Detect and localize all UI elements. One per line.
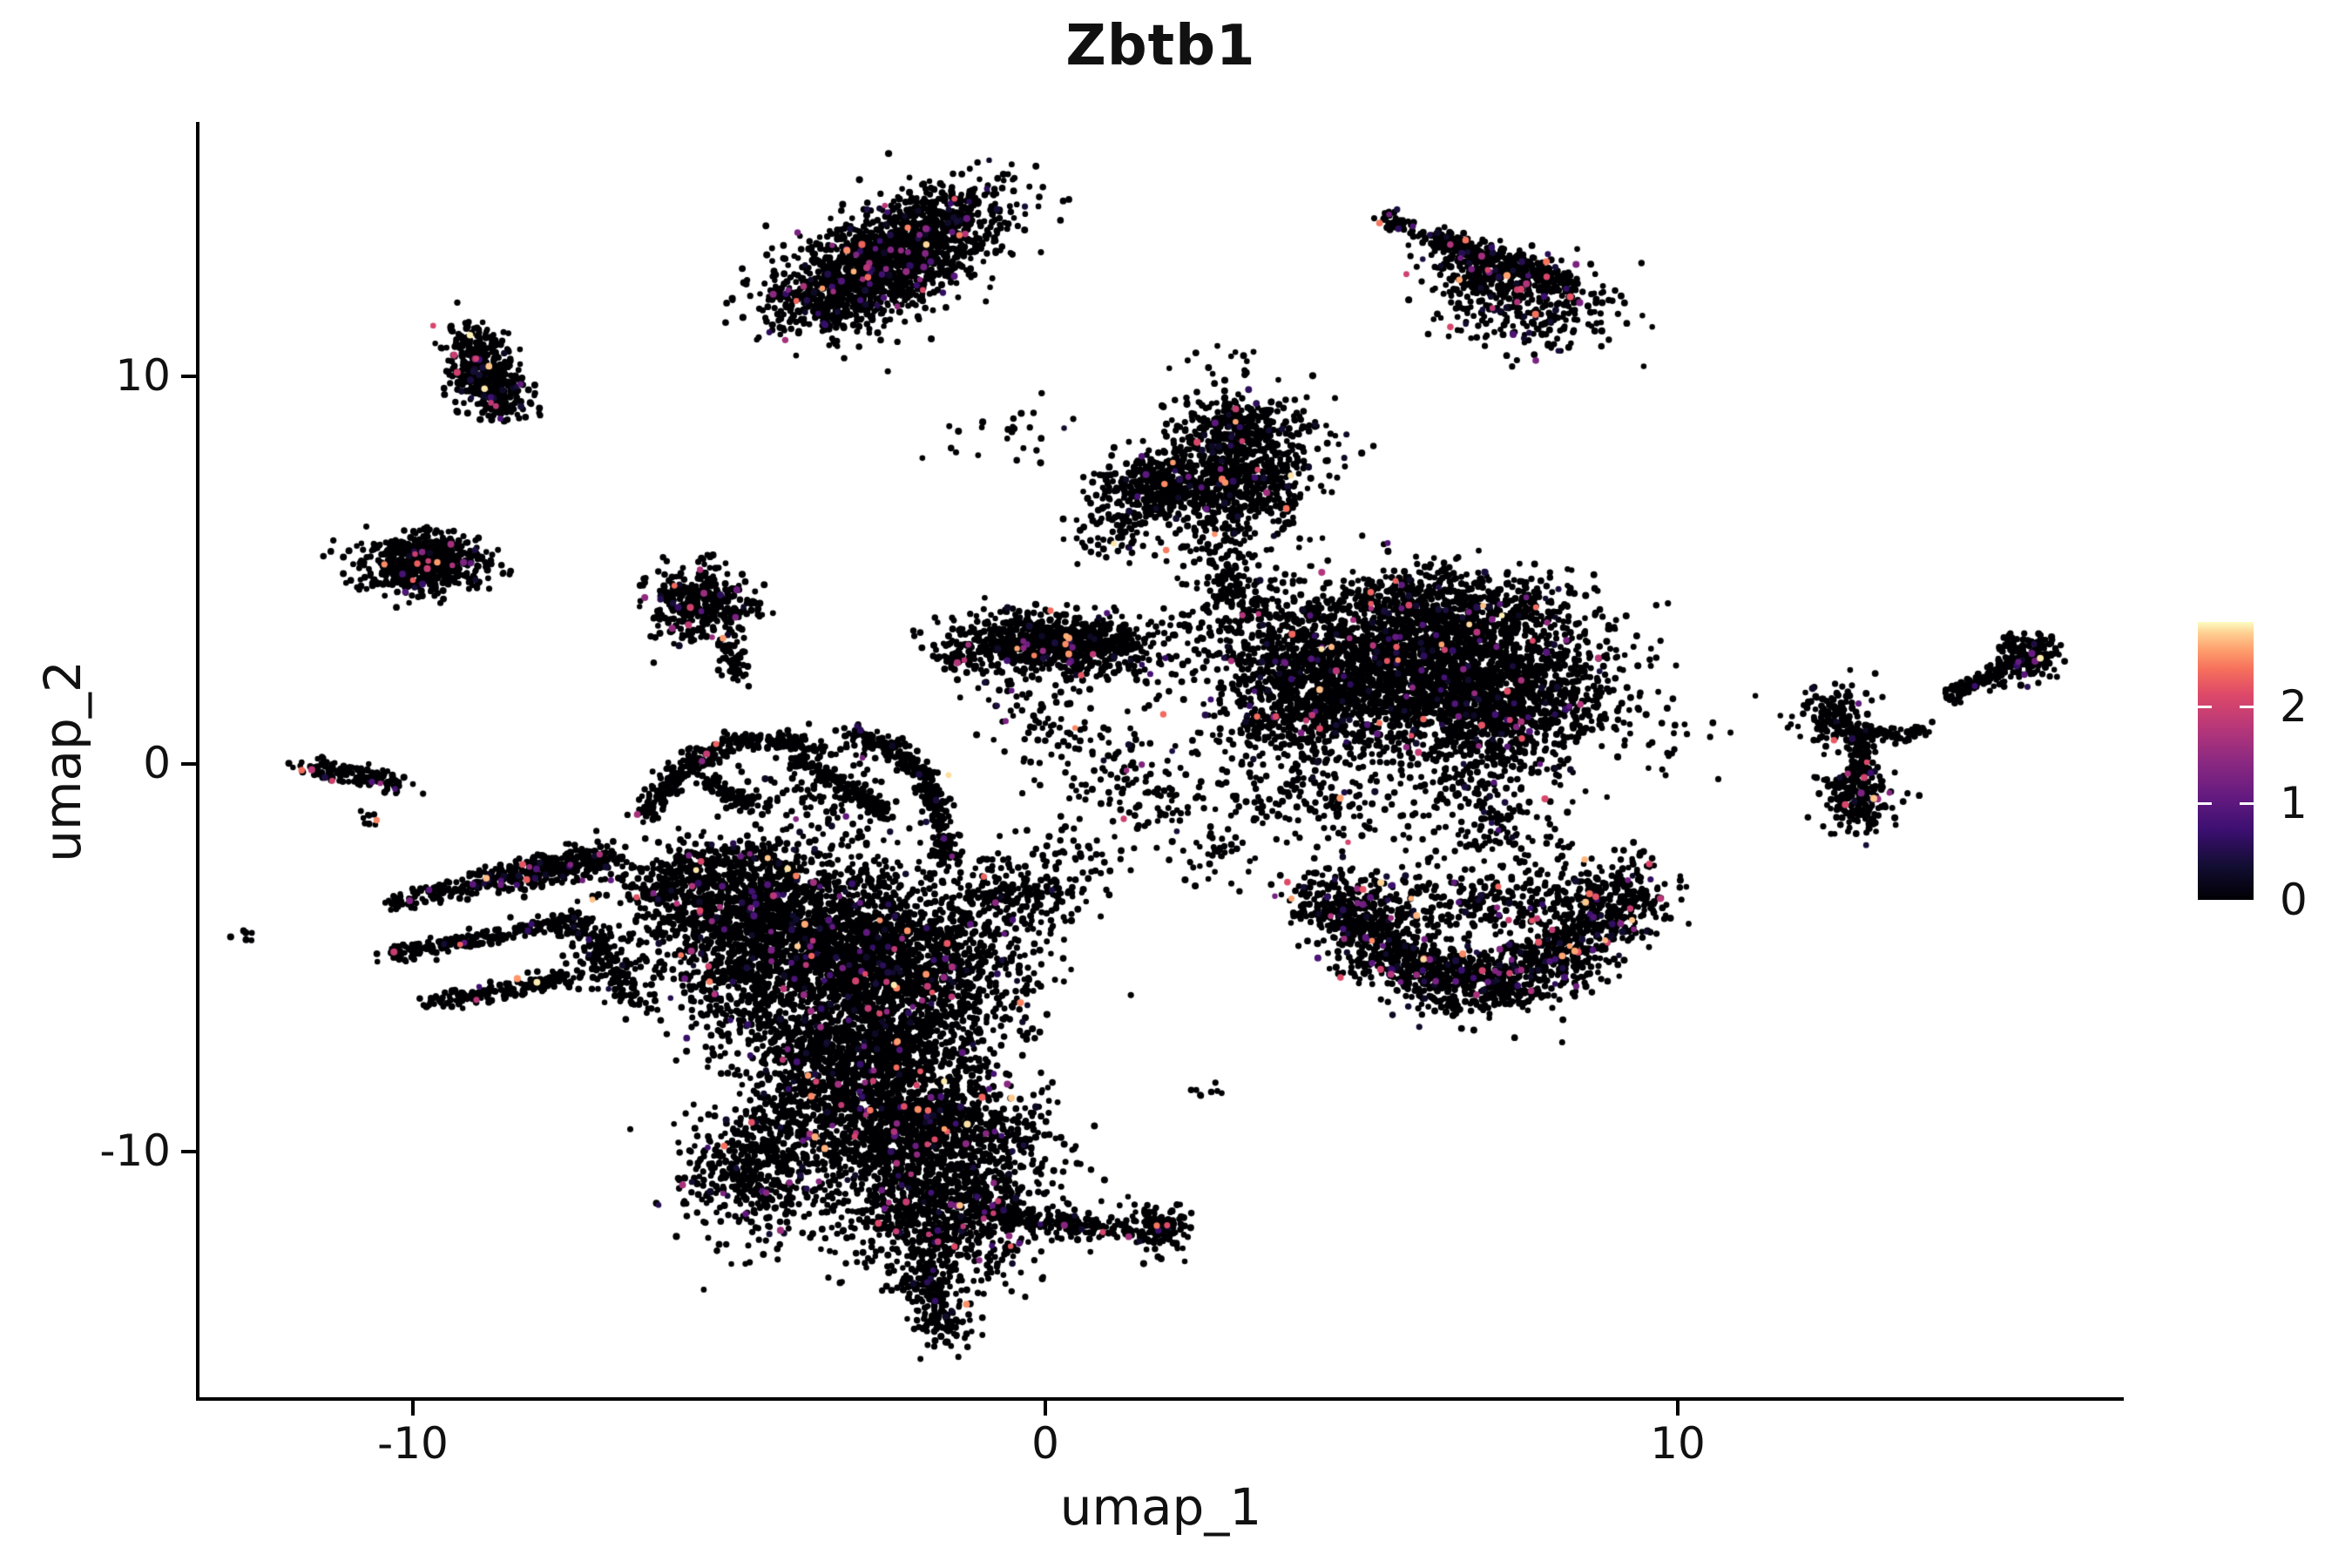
y-tick-mark [181, 1150, 196, 1153]
colorbar-gradient [2198, 622, 2254, 900]
y-tick-mark [181, 375, 196, 378]
y-axis-line [196, 122, 199, 1401]
expression-colorbar [2198, 622, 2254, 900]
x-tick-mark [1044, 1401, 1047, 1416]
x-axis-line [196, 1397, 2124, 1401]
x-tick-mark [1676, 1401, 1680, 1416]
colorbar-tick [2240, 801, 2254, 805]
colorbar-tick [2198, 801, 2212, 805]
x-tick-mark [411, 1401, 415, 1416]
colorbar-label: 1 [2280, 778, 2308, 829]
y-axis-title: umap_2 [33, 660, 92, 862]
colorbar-tick [2240, 705, 2254, 708]
colorbar-label: 0 [2280, 875, 2308, 925]
x-tick-label: 10 [1650, 1418, 1706, 1469]
y-tick-label: -10 [99, 1125, 171, 1176]
page-title: Zbtb1 [1065, 14, 1256, 78]
x-tick-label: 0 [1031, 1418, 1059, 1469]
y-tick-label: 0 [143, 738, 171, 788]
x-axis-title: umap_1 [1059, 1477, 1262, 1537]
y-tick-mark [181, 762, 196, 766]
y-tick-label: 10 [115, 350, 171, 401]
colorbar-label: 2 [2280, 681, 2308, 733]
x-tick-label: -10 [377, 1418, 449, 1469]
colorbar-tick [2198, 705, 2212, 708]
